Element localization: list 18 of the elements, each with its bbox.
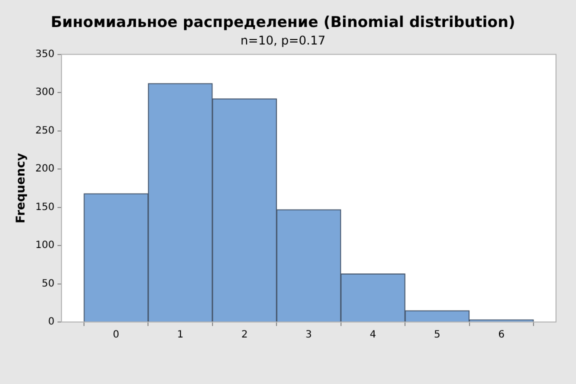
y-tick-label: 200 [35, 164, 54, 175]
y-tick-label: 300 [35, 87, 54, 98]
x-tick-label: 5 [434, 330, 440, 341]
x-tick-label: 3 [306, 330, 312, 341]
y-tick-label: 50 [42, 278, 54, 290]
x-tick-label: 4 [370, 330, 376, 341]
chart-subtitle: n=10, p=0.17 [240, 33, 326, 48]
x-tick-label: 1 [177, 330, 184, 341]
x-tick-label: 2 [241, 330, 248, 341]
y-tick-label: 350 [35, 48, 54, 60]
y-tick-label: 0 [48, 316, 54, 328]
chart-title: Биномиальное распределение (Binomial distribution) [50, 12, 516, 31]
y-tick-label: 250 [35, 125, 54, 136]
x-tick-label: 0 [112, 330, 120, 341]
y-axis-title: Frequency [13, 152, 28, 224]
y-tick-label: 100 [35, 240, 54, 252]
y-tick-label: 150 [35, 202, 54, 213]
x-tick-label: 6 [498, 330, 505, 341]
